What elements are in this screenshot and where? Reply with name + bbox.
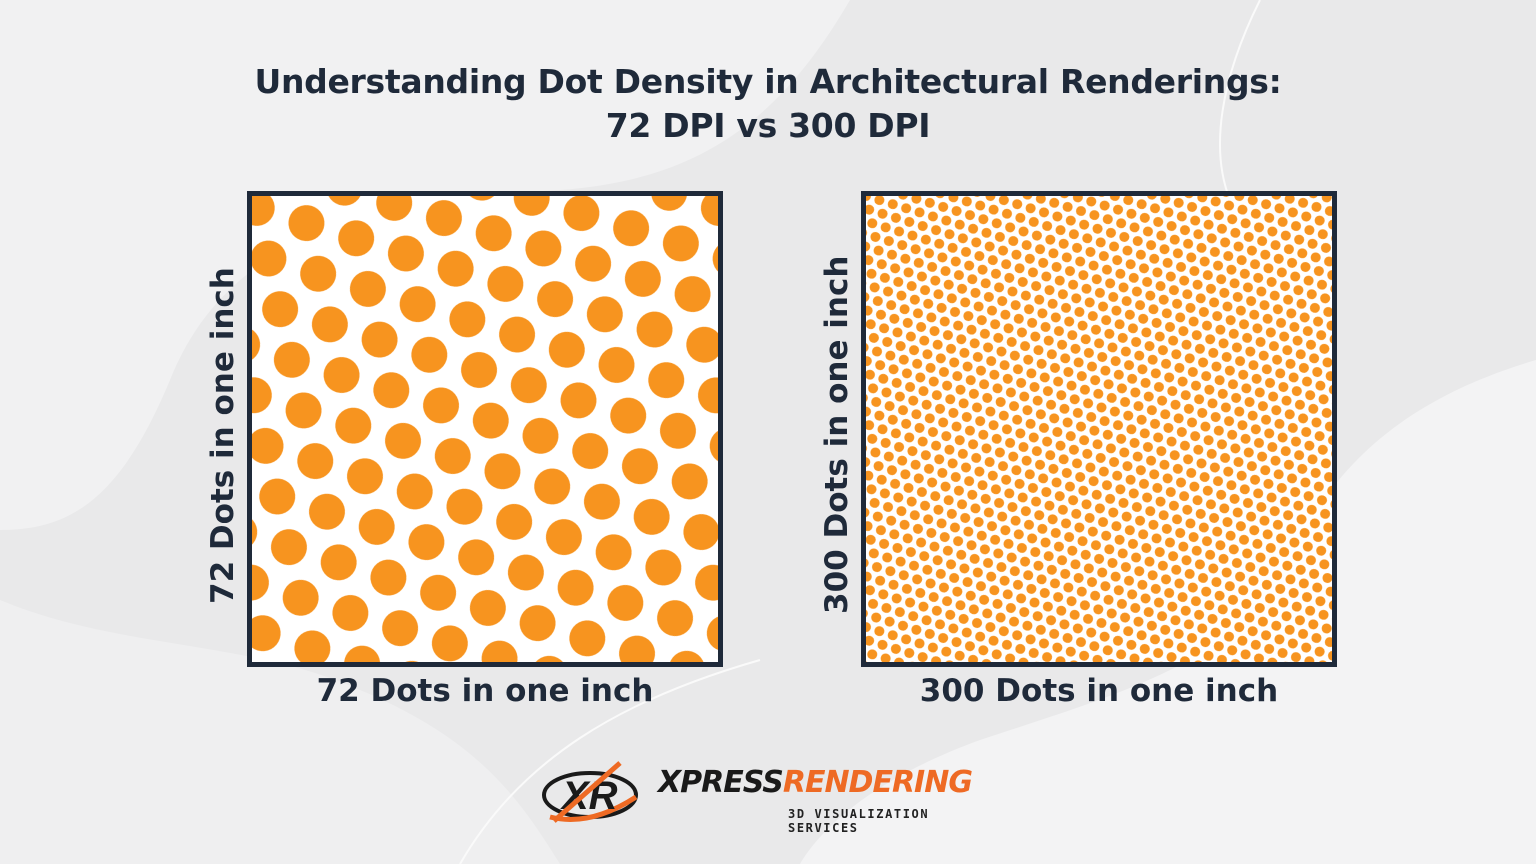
svg-text:XR: XR (560, 774, 618, 818)
brand-name: XPRESSRENDERING (658, 765, 973, 800)
y-label-300: 300 Dots in one inch (819, 255, 855, 614)
dot-pattern-72 (252, 196, 718, 662)
x-label-72: 72 Dots in one inch (316, 673, 654, 709)
panel-300-dpi (861, 191, 1337, 667)
xpress-rendering-logo: XR XPRESSRENDERING 3D VISUALIZATION SERV… (540, 757, 1000, 835)
panel-72-dpi (247, 191, 723, 667)
brand-tagline: 3D VISUALIZATION SERVICES (788, 807, 930, 835)
xr-logo-mark-icon: XR (542, 761, 638, 823)
brand-name-part-1: XPRESS (658, 765, 784, 800)
brand-name-part-2: RENDERING (782, 765, 973, 800)
title-line-2: 72 DPI vs 300 DPI (605, 106, 931, 145)
dot-pattern-300 (866, 196, 1332, 662)
title-line-1: Understanding Dot Density in Architectur… (254, 62, 1282, 101)
y-label-72: 72 Dots in one inch (205, 267, 241, 604)
x-label-300: 300 Dots in one inch (919, 673, 1279, 709)
